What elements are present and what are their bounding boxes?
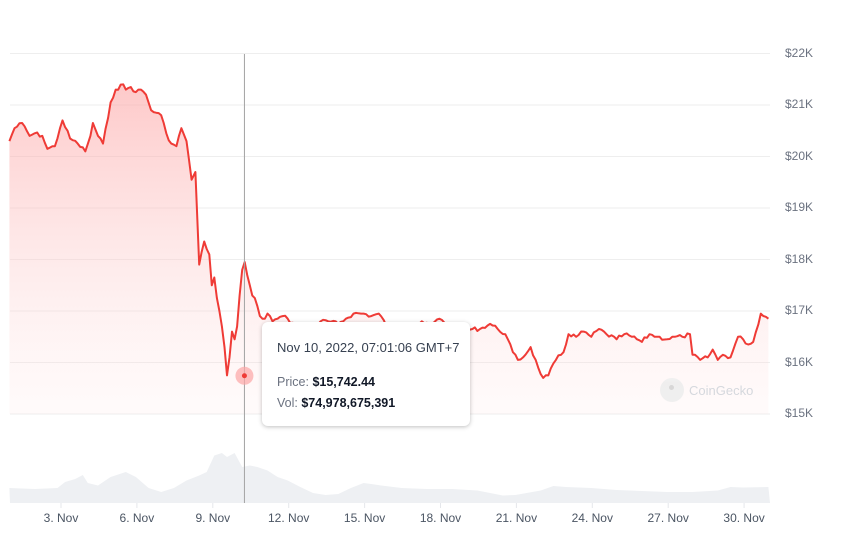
y-tick-label: $21K [785, 97, 814, 111]
tooltip-price-label: Price: [277, 375, 309, 389]
y-tick-label: $22K [785, 45, 814, 60]
x-axis-ticks [60, 503, 745, 508]
price-area-fill [9, 84, 769, 415]
x-tick-label: 24. Nov [571, 511, 613, 525]
tooltip-price-value: $15,742.44 [312, 375, 375, 389]
hover-point[interactable] [241, 373, 247, 379]
watermark-text: CoinGecko [689, 382, 754, 398]
coingecko-watermark: CoinGecko [660, 378, 753, 402]
tooltip-price-row: Price: $15,742.44 [277, 375, 375, 389]
x-tick-label: 9. Nov [195, 511, 231, 525]
x-tick-label: 15. Nov [343, 511, 386, 525]
volume-area [9, 453, 770, 503]
x-tick-label: 6. Nov [119, 511, 155, 525]
y-tick-label: $19K [785, 200, 814, 214]
y-tick-label: $17K [785, 303, 814, 317]
y-tick-label: $20K [785, 148, 814, 163]
y-tick-label: $15K [785, 406, 814, 420]
tooltip-volume-row: Vol: $74,978,675,391 [277, 396, 395, 410]
x-tick-label: 27. Nov [647, 511, 689, 525]
x-tick-label: 18. Nov [419, 511, 462, 525]
x-tick-label: 3. Nov [43, 511, 79, 525]
tooltip-volume-label: Vol: [277, 396, 298, 410]
tooltip-date: Nov 10, 2022, 07:01:06 GMT+7 [277, 340, 460, 355]
tooltip-volume-value: $74,978,675,391 [301, 396, 396, 410]
coingecko-logo-icon [660, 378, 684, 402]
x-tick-label: 12. Nov [268, 511, 310, 525]
x-tick-label: 30. Nov [723, 511, 765, 525]
price-tooltip: Nov 10, 2022, 07:01:06 GMT+7 Price: $15,… [262, 322, 470, 426]
y-tick-label: $18K [785, 251, 814, 266]
y-tick-label: $16K [785, 354, 814, 369]
x-tick-label: 21. Nov [495, 511, 538, 525]
